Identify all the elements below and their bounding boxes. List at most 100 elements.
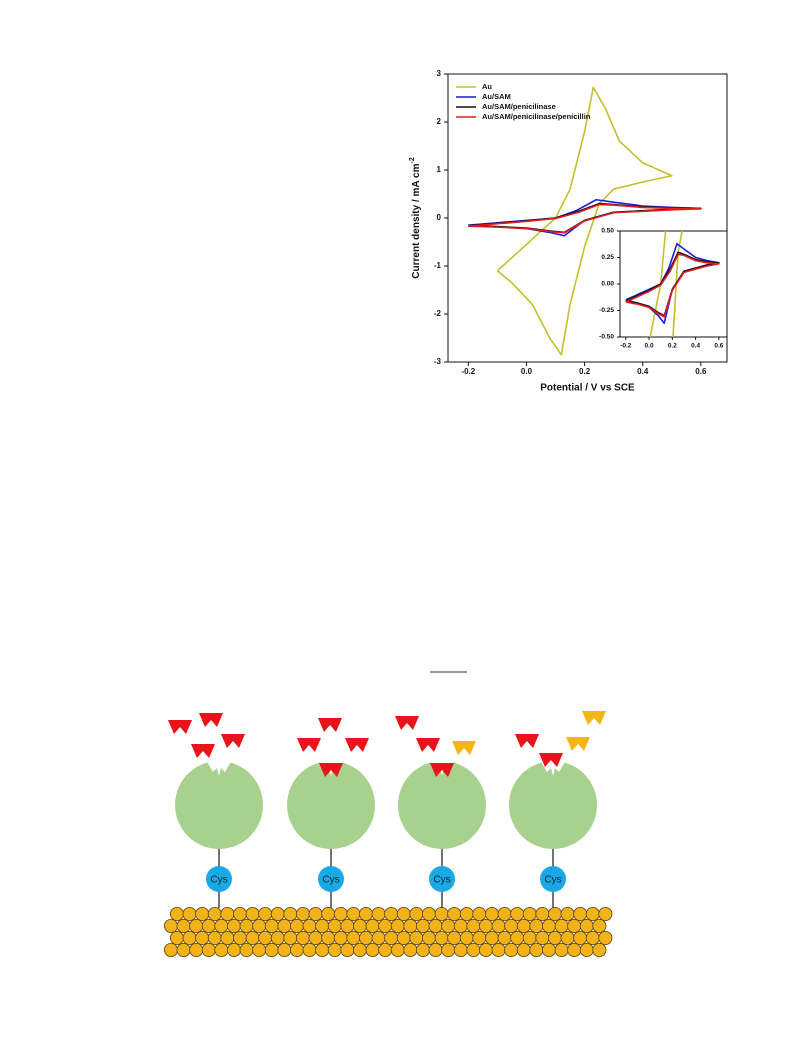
cys-label: Cys <box>544 875 561 886</box>
gold-atom <box>554 919 569 934</box>
substrate-molecule <box>452 741 476 755</box>
gold-atom <box>434 907 449 922</box>
substrate-molecule <box>582 711 606 725</box>
gold-atom <box>277 943 292 958</box>
gold-atom <box>358 931 373 946</box>
gold-atom <box>365 919 380 934</box>
gold-atom <box>484 907 499 922</box>
gold-atom <box>459 907 474 922</box>
cv-curve <box>625 253 720 318</box>
gold-atom <box>189 919 204 934</box>
gold-atom <box>453 943 468 958</box>
gold-atom <box>321 907 336 922</box>
gold-atom <box>283 931 298 946</box>
gold-atom <box>428 943 443 958</box>
gold-atom <box>340 943 355 958</box>
cys-label: Cys <box>322 875 339 886</box>
gold-atom <box>163 919 178 934</box>
cv-chart: -0.2 0.0 0.2 0.4 0.6-3-2-10123AuAu/SAMAu/SAM… <box>409 69 728 394</box>
gold-atom <box>466 919 481 934</box>
gold-atom <box>226 919 241 934</box>
x-axis-label: Potential / V vs SCE <box>540 383 635 394</box>
gold-atom <box>535 931 550 946</box>
gold-atom <box>478 919 493 934</box>
gold-atom <box>371 931 386 946</box>
gold-atom <box>542 919 557 934</box>
gold-atom <box>472 907 487 922</box>
y-tick-label: 3 <box>437 69 442 78</box>
gold-atom <box>390 943 405 958</box>
gold-atom <box>308 907 323 922</box>
gold-atom <box>371 907 386 922</box>
gold-atom <box>535 907 550 922</box>
y-tick-label: 0 <box>437 213 442 222</box>
gold-atom <box>264 943 279 958</box>
y-tick-label: -0.50 <box>599 334 614 341</box>
cys-node <box>206 866 232 892</box>
substrate-molecule <box>515 734 539 748</box>
gold-atom <box>214 919 229 934</box>
gold-atom <box>516 919 531 934</box>
substrate-molecule <box>318 718 342 732</box>
gold-atom <box>195 931 210 946</box>
gold-atom <box>459 931 474 946</box>
gold-atom <box>598 931 613 946</box>
gold-atom <box>403 943 418 958</box>
enzyme <box>287 761 375 849</box>
gold-atom <box>573 931 588 946</box>
gold-atom <box>258 931 273 946</box>
gold-atom <box>491 943 506 958</box>
gold-atom <box>340 919 355 934</box>
gold-atom <box>466 943 481 958</box>
gold-atom <box>226 943 241 958</box>
gold-atom <box>548 907 563 922</box>
gold-atom <box>579 919 594 934</box>
cys-node <box>429 866 455 892</box>
gold-atom <box>289 943 304 958</box>
gold-atom <box>327 919 342 934</box>
gold-atom <box>302 919 317 934</box>
gold-atom <box>415 919 430 934</box>
gold-atom <box>409 907 424 922</box>
gold-atom <box>497 907 512 922</box>
cv-curve <box>496 86 673 356</box>
gold-atom <box>592 943 607 958</box>
gold-atom <box>522 931 537 946</box>
biosensor-diagram: Cys Cys Cys Cys <box>163 711 613 958</box>
cys-label: Cys <box>433 875 450 886</box>
gold-atom <box>308 931 323 946</box>
gold-atom <box>207 931 222 946</box>
y-tick-label: 0.25 <box>601 254 614 261</box>
y-tick-label: -1 <box>434 261 442 270</box>
gold-atom <box>327 943 342 958</box>
gold-atom <box>239 943 254 958</box>
gold-atom <box>585 931 600 946</box>
gold-atom <box>567 943 582 958</box>
gold-atom <box>346 931 361 946</box>
y-tick-label: 2 <box>437 117 442 126</box>
active-site <box>206 760 232 776</box>
gold-atom <box>245 931 260 946</box>
y-tick-label: 0.00 <box>601 281 614 288</box>
gold-atom <box>472 931 487 946</box>
gold-atom <box>258 907 273 922</box>
y-axis-label-text: Current density / mA cm <box>411 163 422 278</box>
gold-atom <box>484 931 499 946</box>
gold-atom <box>270 907 285 922</box>
gold-atom <box>195 907 210 922</box>
gold-atom <box>579 943 594 958</box>
gold-atom <box>264 919 279 934</box>
gold-atom <box>207 907 222 922</box>
gold-atom <box>365 943 380 958</box>
gold-atom <box>585 907 600 922</box>
legend-label: Au/SAM <box>482 92 511 101</box>
gold-atom <box>182 907 197 922</box>
substrate-molecule <box>168 720 192 734</box>
gold-atom <box>403 919 418 934</box>
gold-atom <box>497 931 512 946</box>
cys-node <box>540 866 566 892</box>
gold-atom <box>510 931 525 946</box>
y-axis-label-superscript: -2 <box>409 157 416 163</box>
